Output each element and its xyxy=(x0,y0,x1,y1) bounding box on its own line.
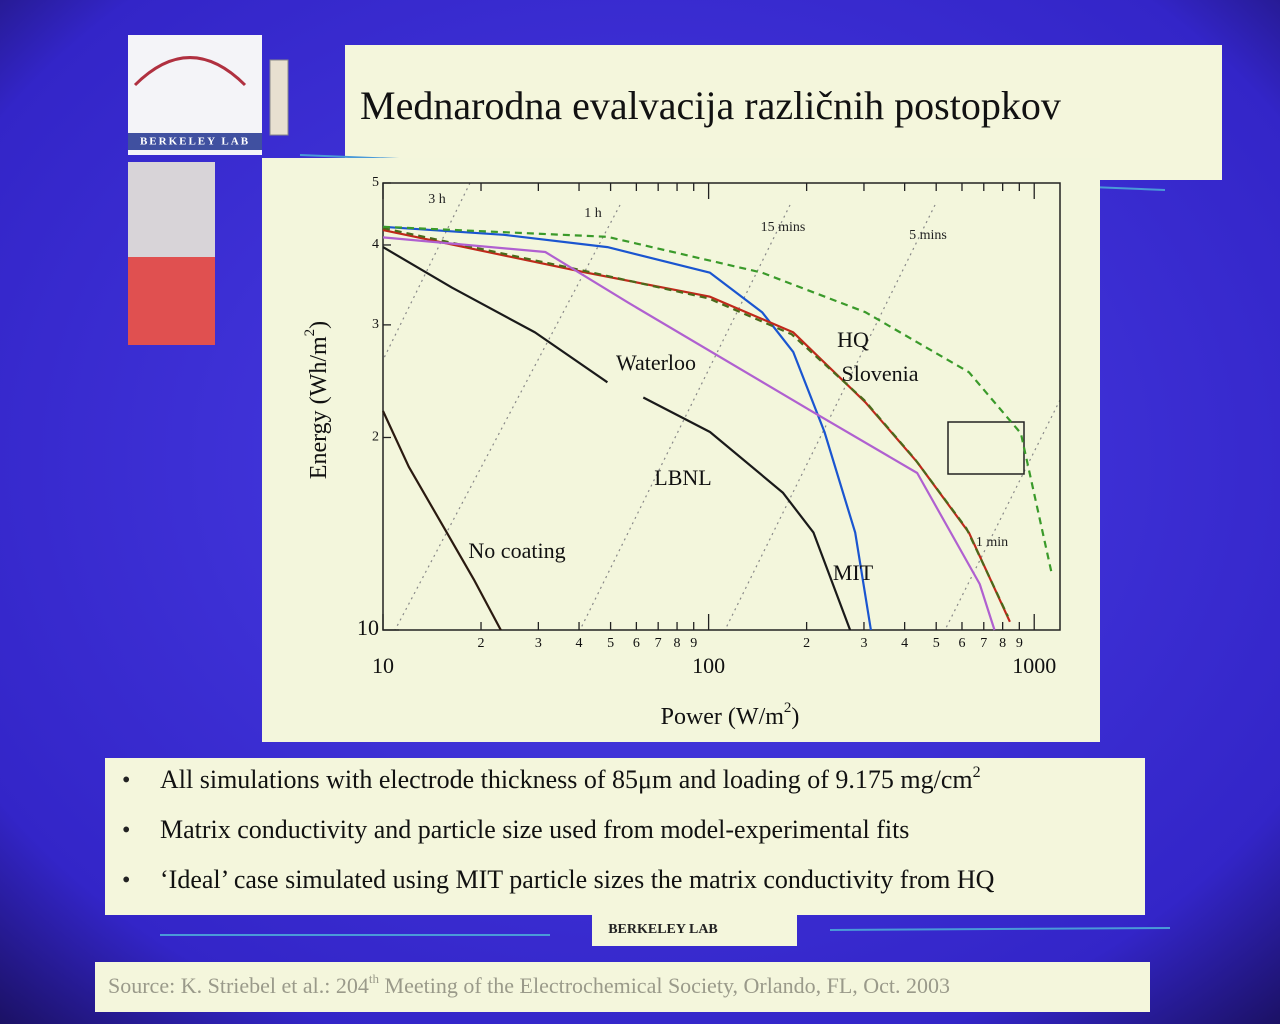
bullet-dot: • xyxy=(122,868,130,894)
x-tick-label: 10 xyxy=(372,653,394,678)
series-label: No coating xyxy=(468,538,565,563)
series-label: MIT xyxy=(833,560,874,585)
x-tick-label: 5 xyxy=(933,636,940,651)
footer-rule xyxy=(829,927,1171,931)
y-axis-label: Energy (Wh/m2) xyxy=(302,321,331,479)
series-label: Waterloo xyxy=(616,350,696,375)
x-tick-label: 5 xyxy=(607,636,614,651)
bullet: Matrix conductivity and particle size us… xyxy=(160,815,909,844)
logo-dome xyxy=(133,56,247,87)
x-tick-label: 2 xyxy=(478,636,485,651)
source-box xyxy=(95,962,1150,1012)
bullets: • All simulations with electrode thicknes… xyxy=(122,764,995,894)
footer-box xyxy=(592,910,797,946)
series-line xyxy=(382,410,502,631)
time-label: 5 mins xyxy=(909,228,947,243)
bullet-dot: • xyxy=(122,818,130,844)
y-label-end: ) xyxy=(306,321,332,329)
x-tick-label: 7 xyxy=(655,636,662,651)
series-line xyxy=(382,227,1009,617)
x-tick-label: 9 xyxy=(1016,636,1023,651)
bullet-text: ‘Ideal’ case simulated using MIT particl… xyxy=(160,865,995,894)
y-tick-label: 5 xyxy=(372,175,379,190)
source-sup: th xyxy=(369,971,380,986)
logo-photo xyxy=(128,162,215,257)
series-label: LBNL xyxy=(654,465,711,490)
x-tick-label: 9 xyxy=(690,636,697,651)
bullet-text: Matrix conductivity and particle size us… xyxy=(160,815,909,844)
bullet-sup: 2 xyxy=(973,764,981,781)
x-axis-label: Power (W/m2) xyxy=(661,700,800,729)
bullet-box xyxy=(105,758,1145,915)
time-label: 1 min xyxy=(976,535,1008,550)
y-tick-label: 4 xyxy=(372,237,379,252)
series-label: Slovenia xyxy=(842,361,919,386)
x-label-end: ) xyxy=(791,704,799,730)
x-label-text: Power (W/m xyxy=(661,704,785,730)
x-label-sup: 2 xyxy=(784,700,792,716)
x-tick-label: 3 xyxy=(860,636,867,651)
time-guide xyxy=(579,204,791,631)
x-tick-label: 6 xyxy=(958,636,965,651)
series-label: HQ xyxy=(837,327,869,352)
x-tick-label: 4 xyxy=(901,636,908,651)
y-tick-label: 3 xyxy=(372,317,379,332)
x-tick-label: 6 xyxy=(633,636,640,651)
source-text: Source: K. Striebel et al.: 204 xyxy=(108,973,369,998)
bullet: All simulations with electrode thickness… xyxy=(160,764,981,794)
bullet-dot: • xyxy=(122,768,130,794)
y-tick-label: 2 xyxy=(372,430,379,445)
series-line xyxy=(382,225,872,631)
time-guide xyxy=(724,204,936,631)
y-label-sup: 2 xyxy=(302,329,318,337)
source: Source: K. Striebel et al.: 204th Meetin… xyxy=(108,971,950,998)
bullet: ‘Ideal’ case simulated using MIT particl… xyxy=(160,865,995,894)
x-tick-label: 100 xyxy=(692,653,725,678)
series-line xyxy=(642,396,852,631)
footer-text: BERKELEY LAB xyxy=(608,922,718,937)
bullet-text: All simulations with electrode thickness… xyxy=(160,765,973,794)
logo-text: BERKELEY LAB xyxy=(140,136,250,148)
time-label: 3 h xyxy=(428,192,446,207)
x-tick-label: 7 xyxy=(980,636,987,651)
source-text: Meeting of the Electrochemical Society, … xyxy=(379,973,950,998)
series-line xyxy=(382,246,609,384)
x-tick-label: 3 xyxy=(535,636,542,651)
time-label: 15 mins xyxy=(761,220,806,235)
time-guide xyxy=(944,399,1061,631)
time-label: 1 h xyxy=(584,206,602,221)
x-tick-label: 8 xyxy=(999,636,1006,651)
x-tick-label: 1000 xyxy=(1012,653,1056,678)
slide-title: Mednarodna evalvacija različnih postopko… xyxy=(360,83,1061,128)
series-line xyxy=(382,236,996,631)
logo-tower xyxy=(269,59,289,136)
time-guides xyxy=(382,182,1061,631)
logo-bar xyxy=(128,133,262,150)
plot-frame xyxy=(382,182,1061,631)
x-tick-label: 2 xyxy=(803,636,810,651)
time-guide xyxy=(394,204,621,631)
logo-red xyxy=(128,257,215,345)
y-tick-label: 10 xyxy=(357,615,379,640)
title-box xyxy=(345,45,1222,180)
x-tick-label: 4 xyxy=(576,636,583,651)
series-line xyxy=(382,225,1053,573)
x-tick-label: 8 xyxy=(674,636,681,651)
y-label-text: Energy (Wh/m xyxy=(306,336,332,479)
